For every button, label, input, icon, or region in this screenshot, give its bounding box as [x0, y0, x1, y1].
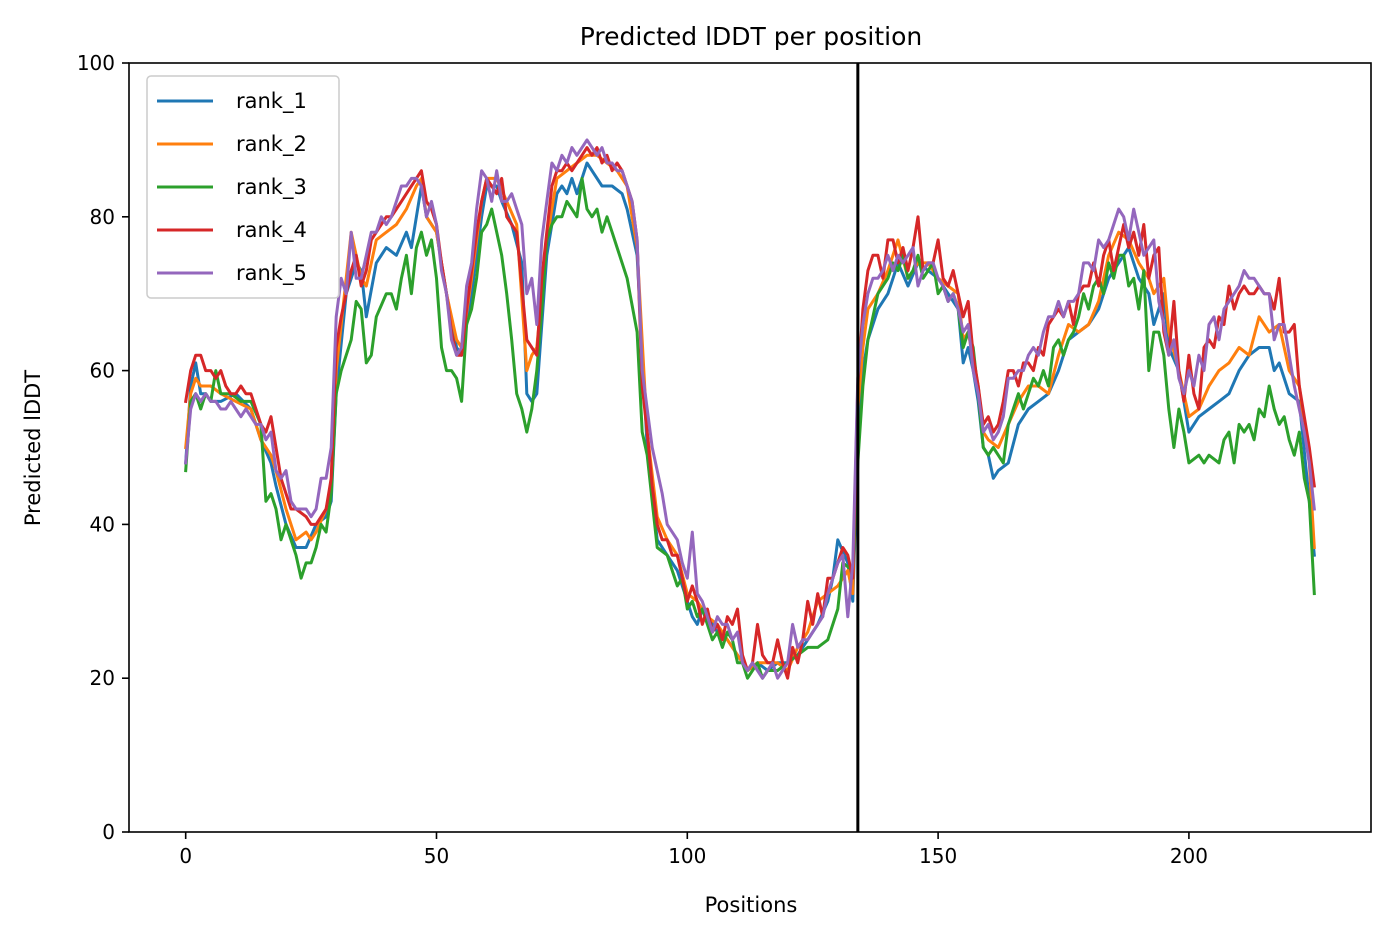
chart-title: Predicted lDDT per position [580, 22, 922, 51]
y-axis-ticks: 0 20 40 60 80 100 [77, 51, 129, 844]
plot-frame [128, 62, 1372, 833]
legend-label: rank_4 [236, 218, 307, 243]
series-line-rank-3 [184, 176, 1316, 680]
legend-label: rank_1 [236, 89, 307, 114]
x-axis-label: Positions [705, 893, 798, 917]
legend: rank_1 rank_2 rank_3 rank_4 rank_5 [146, 75, 340, 299]
y-axis-label: Predicted lDDT [21, 370, 45, 526]
legend-label: rank_5 [236, 261, 307, 286]
y-tick-label: 40 [90, 512, 115, 536]
series-line-rank-5 [184, 138, 1316, 680]
x-tick-label: 200 [1170, 844, 1208, 868]
x-tick-label: 0 [179, 844, 192, 868]
x-tick-label: 100 [668, 844, 706, 868]
legend-box [146, 75, 340, 299]
y-tick-label: 80 [90, 205, 115, 229]
series-line-rank-4 [183, 146, 1316, 680]
legend-label: rank_3 [236, 175, 307, 200]
y-tick-label: 20 [90, 666, 115, 690]
legend-label: rank_2 [236, 132, 307, 157]
y-tick-label: 0 [102, 820, 115, 844]
y-tick-label: 100 [77, 51, 115, 75]
series-layer [183, 138, 1316, 680]
x-tick-label: 50 [424, 844, 449, 868]
y-tick-label: 60 [90, 359, 115, 383]
x-tick-label: 150 [919, 844, 957, 868]
x-axis-ticks: 0 50 100 150 200 [179, 832, 1208, 868]
